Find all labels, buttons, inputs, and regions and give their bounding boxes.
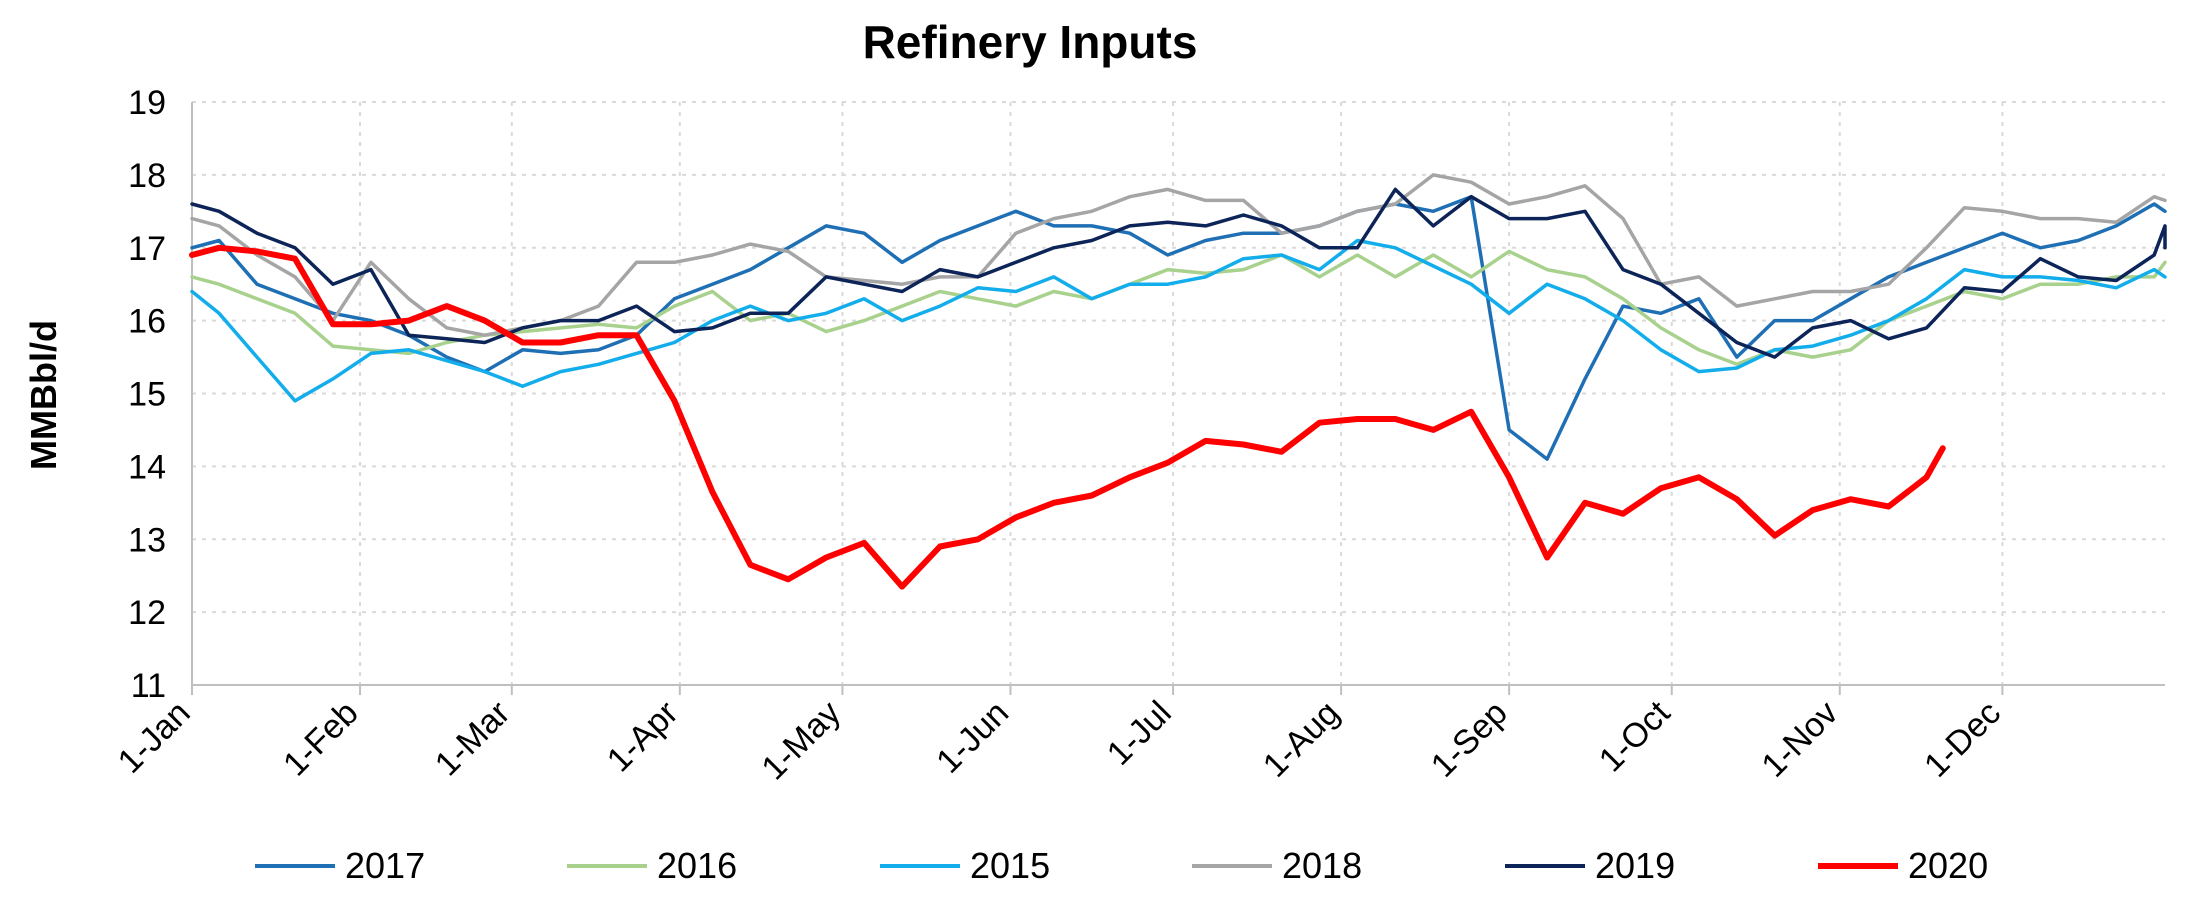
x-tick-label: 1-Mar [428,694,518,784]
series-line-2020 [189,244,1946,590]
y-tick-label: 13 [128,521,166,559]
y-tick-label: 19 [128,84,166,122]
x-tick-label: 1-Dec [1917,694,2008,785]
y-axis-title: MMBbl/d [23,320,64,470]
x-tick-label: 1-Jun [929,694,1016,781]
x-tick-label: 1-May [754,694,848,788]
legend-item-2016: 2016 [567,845,737,886]
y-tick-label: 17 [128,230,166,268]
legend-label: 2015 [970,845,1050,886]
series-line-2019 [190,187,2167,359]
y-tick-label: 15 [128,376,166,414]
legend-label: 2020 [1908,845,1988,886]
x-tick-label: 1-Jul [1100,694,1179,773]
legend-label: 2016 [657,845,737,886]
x-tick-label: 1-Oct [1592,693,1678,779]
y-tick-label: 11 [131,667,166,705]
y-tick-label: 16 [128,303,166,341]
series-line-2016 [190,249,2167,367]
legend-item-2018: 2018 [1192,845,1362,886]
legend-item-2015: 2015 [880,845,1050,886]
y-tick-label: 12 [128,594,166,632]
series-line-2018 [190,173,2167,337]
x-tick-label: 1-Feb [276,694,366,784]
series-line-2017 [190,194,2167,461]
chart-title: Refinery Inputs [863,16,1198,68]
x-tick-label: 1-Apr [600,694,686,780]
series-line-2015 [190,238,2167,403]
legend-item-2020: 2020 [1818,845,1988,886]
legend-item-2019: 2019 [1505,845,1675,886]
legend-label: 2017 [345,845,425,886]
x-tick-label: 1-Jan [111,694,198,781]
legend: 2017 2016 2015 2018 2019 2020 [255,845,1988,886]
y-tick-label: 18 [128,157,166,195]
legend-item-2017: 2017 [255,845,425,886]
x-tick-label: 1-Aug [1256,694,1347,785]
legend-label: 2018 [1282,845,1362,886]
y-tick-label: 14 [128,448,166,486]
x-tick-label: 1-Nov [1754,694,1845,785]
axes: 11 12 13 14 15 16 17 18 19 1-Jan 1-Feb 1-Mar 1-Apr 1-… [111,84,2165,787]
x-tick-label: 1-Sep [1424,694,1515,785]
series-lines [189,173,2167,590]
legend-label: 2019 [1595,845,1675,886]
grid [192,101,2165,685]
